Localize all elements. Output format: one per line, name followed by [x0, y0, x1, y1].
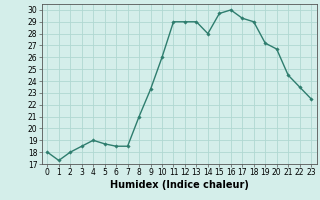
- X-axis label: Humidex (Indice chaleur): Humidex (Indice chaleur): [110, 180, 249, 190]
